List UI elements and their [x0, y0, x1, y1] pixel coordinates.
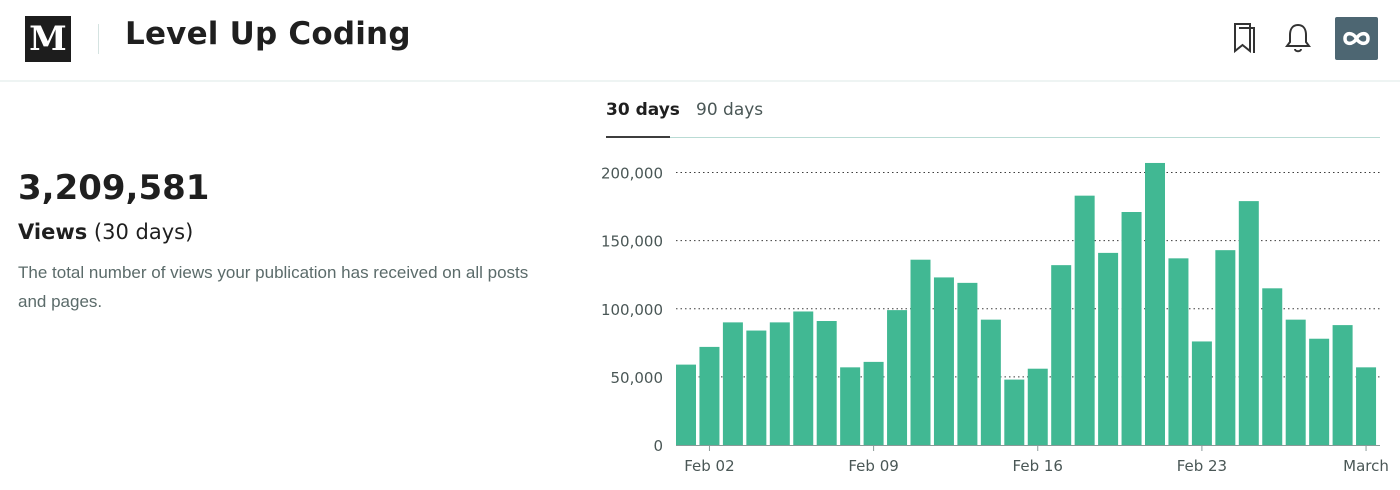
bar[interactable]: [816, 321, 837, 445]
y-tick-label: 200,000: [601, 165, 663, 183]
bar[interactable]: [1332, 325, 1353, 445]
views-label-period: (30 days): [93, 220, 194, 244]
bar[interactable]: [769, 322, 790, 445]
bar[interactable]: [1027, 368, 1048, 445]
bar[interactable]: [793, 311, 814, 445]
bar[interactable]: [1191, 341, 1212, 445]
x-tick-label: Feb 16: [1013, 457, 1063, 475]
bar[interactable]: [1168, 258, 1189, 445]
views-description: The total number of views your publicati…: [18, 263, 529, 311]
avatar-infinity-icon[interactable]: [1335, 17, 1378, 60]
active-tab-indicator: [606, 136, 670, 138]
bar[interactable]: [980, 319, 1001, 445]
y-tick-label: 150,000: [601, 233, 663, 251]
bar[interactable]: [1215, 250, 1236, 445]
y-tick-label: 100,000: [601, 301, 663, 319]
medium-logo[interactable]: M: [25, 16, 71, 62]
bar[interactable]: [1121, 212, 1142, 445]
bar[interactable]: [1074, 195, 1095, 445]
bar[interactable]: [840, 367, 861, 445]
bar[interactable]: [699, 346, 720, 445]
bar[interactable]: [1051, 265, 1072, 445]
views-label-bold: Views: [18, 220, 88, 244]
bar[interactable]: [957, 282, 978, 445]
tab-30-days[interactable]: 30 days: [606, 100, 680, 120]
x-tick-label: Feb 02: [684, 457, 734, 475]
views-label: Views (30 days): [18, 220, 193, 244]
bar[interactable]: [1309, 338, 1330, 445]
bar[interactable]: [887, 310, 908, 445]
y-tick-label: 50,000: [611, 369, 664, 387]
bar[interactable]: [1238, 201, 1259, 445]
bar[interactable]: [910, 259, 931, 445]
bar[interactable]: [933, 277, 954, 445]
bar[interactable]: [863, 361, 884, 445]
bar[interactable]: [676, 364, 696, 445]
bar[interactable]: [1098, 252, 1119, 445]
bar[interactable]: [722, 322, 743, 445]
header-divider: [98, 24, 99, 54]
bar[interactable]: [1356, 367, 1377, 445]
tab-90-days[interactable]: 90 days: [696, 100, 764, 120]
top-bar: M Level Up Coding: [0, 0, 1400, 82]
bar[interactable]: [1285, 319, 1306, 445]
x-tick-label: March: [1343, 457, 1389, 475]
views-bar-chart: 0 50,000 100,000 150,000 200,000 Feb 02 Feb 09…: [601, 162, 1389, 475]
bookmark-icon[interactable]: [1229, 20, 1259, 56]
y-tick-label: 0: [653, 437, 663, 455]
publication-title[interactable]: Level Up Coding: [125, 16, 411, 52]
x-tick-label: Feb 09: [848, 457, 898, 475]
bar[interactable]: [1145, 162, 1165, 445]
views-count: 3,209,581: [18, 168, 210, 208]
x-tick-label: Feb 23: [1177, 457, 1227, 475]
bell-icon[interactable]: [1283, 20, 1313, 56]
bar[interactable]: [1004, 379, 1025, 445]
bar[interactable]: [1262, 288, 1283, 445]
tab-rule: [606, 137, 1380, 138]
bar[interactable]: [746, 330, 767, 445]
